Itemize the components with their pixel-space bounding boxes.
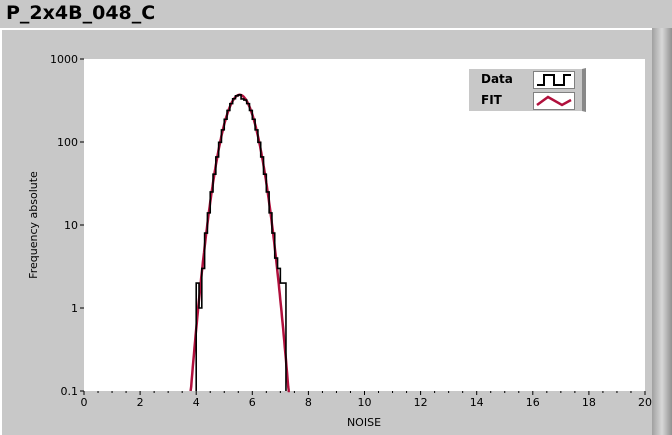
- y-axis-label: Frequency absolute: [27, 171, 40, 279]
- legend-label-data: Data: [481, 72, 513, 86]
- x-tick-label: 20: [638, 396, 652, 409]
- x-axis-label: NOISE: [347, 416, 381, 429]
- x-tick-label: 4: [193, 396, 200, 409]
- y-tick-label: 10: [64, 219, 78, 232]
- y-tick-label: 0.1: [61, 385, 79, 398]
- x-tick-label: 6: [249, 396, 256, 409]
- x-tick-label: 14: [470, 396, 484, 409]
- x-tick-label: 18: [582, 396, 596, 409]
- x-tick-label: 8: [305, 396, 312, 409]
- legend: Data FIT: [468, 68, 586, 112]
- y-tick-label: 1: [71, 302, 78, 315]
- y-tick-label: 100: [57, 136, 78, 149]
- right-scroll-strip: [652, 28, 672, 435]
- x-tick-label: 2: [137, 396, 144, 409]
- y-tick-label: 1000: [50, 53, 78, 66]
- legend-swatch-fit[interactable]: [533, 92, 575, 110]
- plot-area: [84, 59, 645, 391]
- data-series-step: [195, 94, 287, 391]
- x-tick-label: 10: [358, 396, 372, 409]
- x-tick-label: 16: [526, 396, 540, 409]
- x-tick-label: 0: [81, 396, 88, 409]
- window-title: P_2x4B_048_C: [6, 2, 156, 24]
- legend-label-fit: FIT: [481, 93, 502, 107]
- legend-swatch-data[interactable]: [533, 71, 575, 89]
- x-tick-label: 12: [414, 396, 428, 409]
